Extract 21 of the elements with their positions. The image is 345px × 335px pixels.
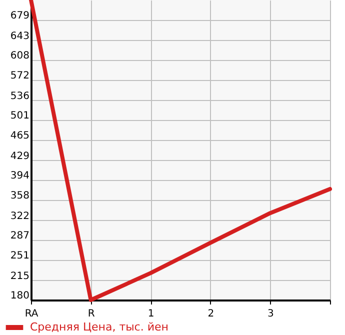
x-tick-label: 3 [268, 308, 274, 320]
y-tick-label: 215 [10, 270, 30, 282]
y-tick-label: 394 [10, 170, 30, 182]
x-tick-label: R [88, 308, 95, 320]
y-tick-label: 465 [10, 130, 30, 142]
x-tick-label: RA [24, 308, 38, 320]
y-tick-label: 501 [10, 110, 30, 122]
y-tick-label: 180 [10, 290, 30, 302]
legend-label: Средняя Цена, тыс. йен [30, 320, 168, 334]
x-tick-label: 1 [148, 308, 154, 320]
y-tick-label: 679 [10, 10, 30, 22]
x-tick-label: 2 [208, 308, 214, 320]
y-tick-label: 287 [10, 230, 30, 242]
y-tick-label: 643 [10, 30, 30, 42]
y-tick-label: 251 [10, 250, 30, 262]
y-tick-label: 572 [10, 70, 30, 82]
y-tick-label: 358 [10, 190, 30, 202]
y-tick-label: 429 [10, 150, 30, 162]
y-tick-label: 536 [10, 90, 30, 102]
y-tick-label: 322 [10, 210, 30, 222]
y-tick-label: 608 [10, 50, 30, 62]
